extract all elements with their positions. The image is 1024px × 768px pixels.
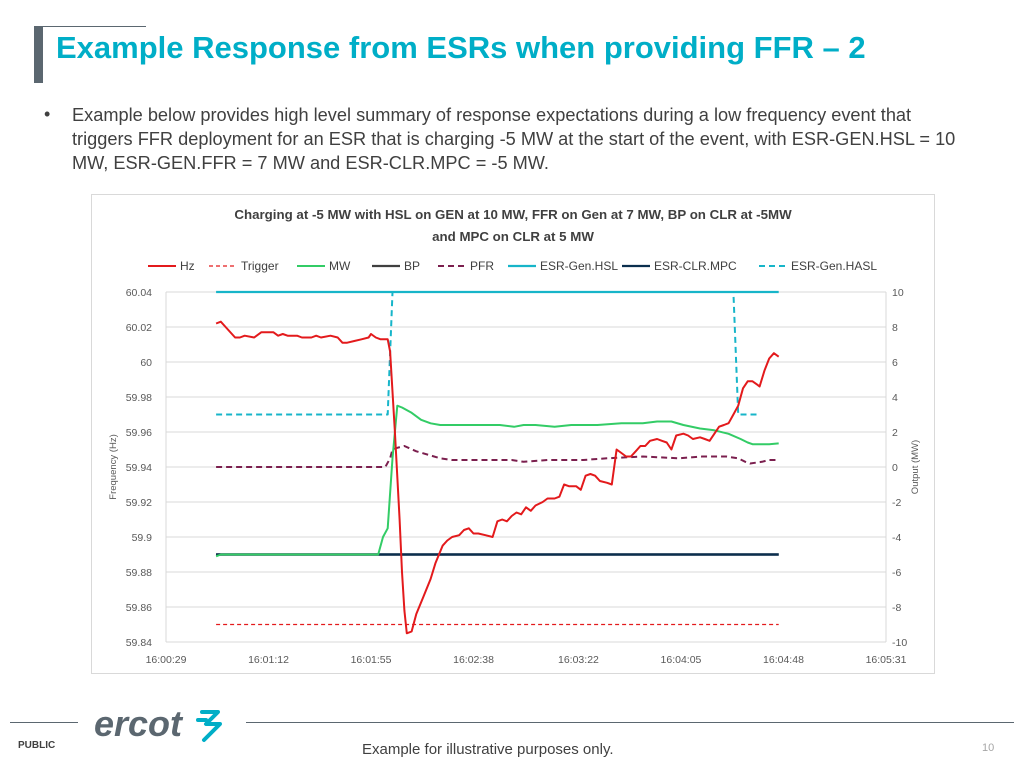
chart-title: Charging at -5 MW with HSL on GEN at 10 … [92, 204, 934, 248]
classification-label: PUBLIC [18, 740, 56, 751]
logo-wordmark: ercot [94, 703, 184, 744]
y-tick-label-left: 59.88 [126, 567, 152, 579]
chart-title-line-1: Charging at -5 MW with HSL on GEN at 10 … [234, 207, 792, 222]
series-line-mw [215, 404, 779, 558]
series-line-pfr [216, 445, 779, 468]
x-tick-label: 16:01:55 [351, 654, 392, 666]
y-axis-title-right: Output (MW) [910, 440, 921, 494]
x-tick-label: 16:03:22 [558, 654, 599, 666]
x-tick-label: 16:04:05 [661, 654, 702, 666]
y-tick-label-left: 59.86 [126, 602, 152, 614]
ercot-logo: ercot [94, 702, 234, 746]
x-tick-label: 16:00:29 [146, 654, 187, 666]
y-tick-label-left: 59.92 [126, 497, 152, 509]
y-tick-label-left: 59.9 [132, 532, 153, 544]
slide-title: Example Response from ESRs when providin… [56, 30, 866, 65]
chart-container: Charging at -5 MW with HSL on GEN at 10 … [91, 194, 935, 674]
y-tick-label-right: 0 [892, 462, 898, 474]
series-line-esr-gen-hasl [216, 291, 758, 416]
y-tick-label-left: 59.84 [126, 637, 152, 649]
y-tick-label-right: 10 [892, 287, 904, 299]
y-tick-label-right: -10 [892, 637, 907, 649]
y-tick-label-left: 60.04 [126, 287, 152, 299]
line-chart: 60.04 10 60.02 8 60 6 59.98 4 59.96 2 59.94 0 59.92 -… [108, 259, 921, 666]
logo-graphic: ercot [94, 703, 222, 744]
legend-label: Hz [180, 259, 195, 273]
chart-title-line-2: and MPC on CLR at 5 MW [432, 229, 594, 244]
y-tick-label-right: 8 [892, 322, 898, 334]
y-tick-label-left: 59.94 [126, 462, 152, 474]
bullet-marker: • [44, 104, 51, 124]
title-accent-bar [34, 27, 43, 83]
y-tick-label-right: -2 [892, 497, 901, 509]
series-line-hz [215, 320, 780, 635]
y-tick-label-right: 6 [892, 357, 898, 369]
legend-label: ESR-CLR.MPC [654, 259, 737, 273]
y-tick-label-left: 60 [140, 357, 152, 369]
logo-bolt-icon [196, 710, 222, 742]
y-tick-label-right: 2 [892, 427, 898, 439]
y-tick-label-right: -8 [892, 602, 901, 614]
legend-label: ESR-Gen.HASL [791, 259, 877, 273]
y-tick-label-right: -6 [892, 567, 901, 579]
x-tick-label: 16:01:12 [248, 654, 289, 666]
footer-rule-left [10, 722, 78, 723]
page-number: 10 [982, 742, 995, 754]
y-tick-label-left: 60.02 [126, 322, 152, 334]
x-tick-label: 16:02:38 [453, 654, 494, 666]
y-tick-label-left: 59.96 [126, 427, 152, 439]
bullet-text: Example below provides high level summar… [72, 105, 956, 173]
y-tick-label-left: 59.98 [126, 392, 152, 404]
legend-label: BP [404, 259, 420, 273]
title-rule [34, 26, 146, 27]
legend-label: ESR-Gen.HSL [540, 259, 618, 273]
footer-rule-right [246, 722, 1014, 723]
x-tick-label: 16:04:48 [763, 654, 804, 666]
y-axis-title-left: Frequency (Hz) [108, 434, 119, 499]
footnote: Example for illustrative purposes only. [362, 741, 614, 758]
legend-label: PFR [470, 259, 494, 273]
y-tick-label-right: 4 [892, 392, 898, 404]
legend-label: Trigger [241, 259, 279, 273]
x-tick-label: 16:05:31 [866, 654, 907, 666]
legend-label: MW [329, 259, 351, 273]
y-tick-label-right: -4 [892, 532, 901, 544]
